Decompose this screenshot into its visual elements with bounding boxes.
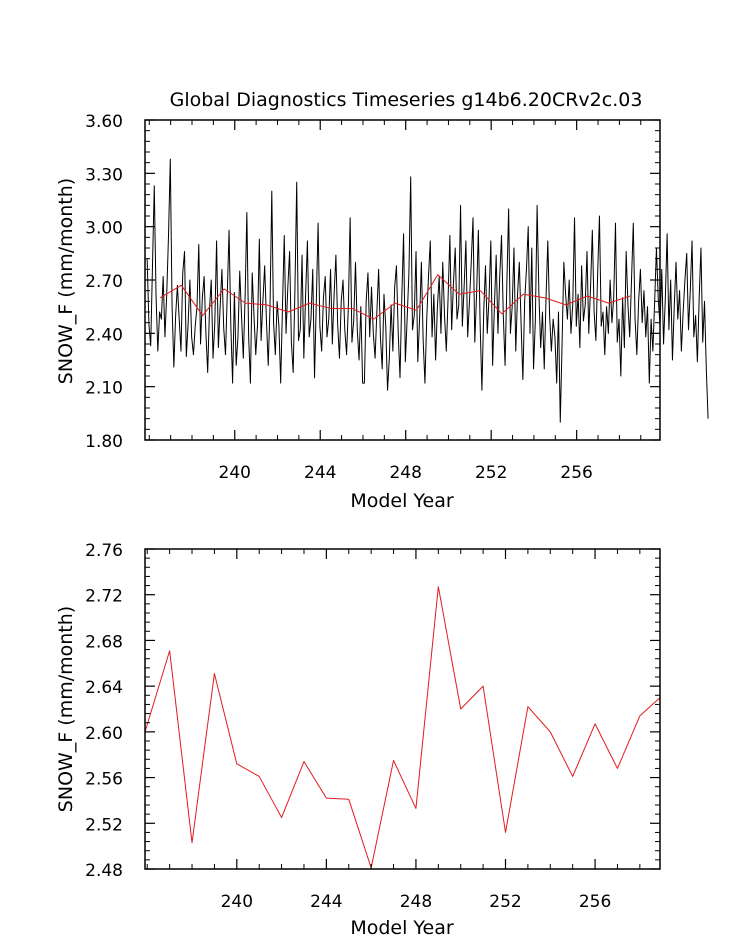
top-panel-x-tick-label-3: 252 xyxy=(475,463,507,483)
top-panel-x-tick-label-2: 248 xyxy=(389,463,421,483)
bottom-panel-x-tick-label-1: 244 xyxy=(310,892,342,912)
chart-title: Global Diagnostics Timeseries g14b6.20CR… xyxy=(170,89,643,111)
top-panel-y-tick-label-3: 2.70 xyxy=(85,272,123,292)
top-panel-y-tick-label-0: 1.80 xyxy=(85,432,123,452)
bottom-panel-y-tick-label-1: 2.52 xyxy=(85,815,123,835)
bottom-panel-y-axis-label: SNOW_F (mm/month) xyxy=(55,606,77,812)
bottom-panel-x-tick-label-2: 248 xyxy=(400,892,432,912)
bottom-panel: SNOW_F (mm/month) Model Year 2.48 2.52 2.5… xyxy=(55,541,661,939)
top-panel-x-tick-label-1: 244 xyxy=(304,463,336,483)
bottom-panel-x-tick-label-3: 252 xyxy=(489,892,521,912)
top-panel-x-axis-label: Model Year xyxy=(350,490,454,512)
bottom-panel-y-tick-label-7: 2.76 xyxy=(85,541,123,561)
top-panel-series-line-0 xyxy=(146,158,709,423)
bottom-panel-plot-frame xyxy=(144,548,661,870)
top-panel-y-tick-label-5: 3.30 xyxy=(85,165,123,185)
top-panel-y-tick-label-4: 3.00 xyxy=(85,219,123,239)
top-panel: SNOW_F (mm/month) Model Year 1.80 2.10 2.4… xyxy=(55,112,709,512)
bottom-panel-x-axis-label: Model Year xyxy=(350,917,454,939)
top-panel-y-tick-label-1: 2.10 xyxy=(85,379,123,399)
top-panel-x-tick-label-4: 256 xyxy=(560,463,592,483)
top-panel-y-tick-label-6: 3.60 xyxy=(85,112,123,132)
bottom-panel-y-tick-label-0: 2.48 xyxy=(85,861,123,881)
bottom-panel-series-line-0 xyxy=(144,586,661,869)
bottom-panel-y-tick-label-2: 2.56 xyxy=(85,770,123,790)
bottom-panel-y-tick-label-3: 2.60 xyxy=(85,724,123,744)
bottom-panel-x-tick-label-4: 256 xyxy=(579,892,611,912)
top-panel-x-tick-label-0: 240 xyxy=(219,463,251,483)
top-panel-y-axis-label: SNOW_F (mm/month) xyxy=(55,178,77,384)
top-panel-y-tick-label-2: 2.40 xyxy=(85,325,123,345)
bottom-panel-x-tick-label-0: 240 xyxy=(221,892,253,912)
bottom-panel-y-tick-label-4: 2.64 xyxy=(85,678,123,698)
top-panel-series-line-1 xyxy=(159,274,631,320)
bottom-panel-y-tick-label-5: 2.68 xyxy=(85,632,123,652)
bottom-panel-y-tick-label-6: 2.72 xyxy=(85,587,123,607)
